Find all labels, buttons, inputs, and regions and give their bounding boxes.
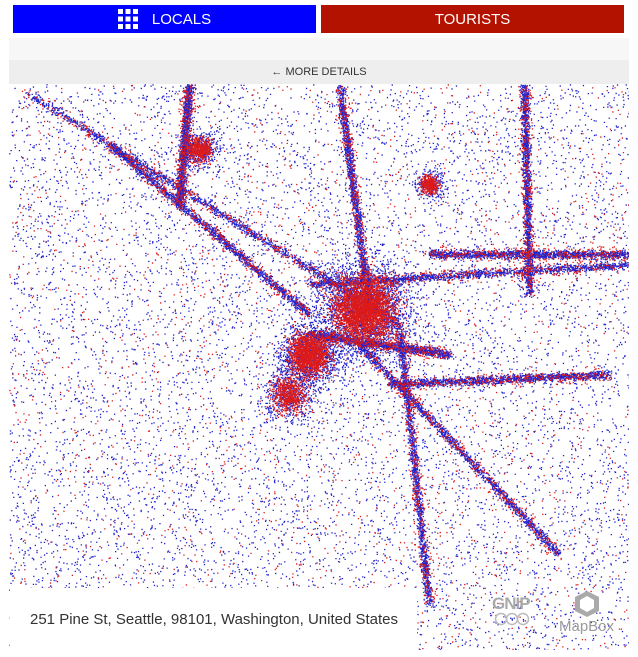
locals-label: LOCALS [151, 10, 212, 28]
spacer-strip [9, 38, 629, 60]
more-details-link[interactable]: ← MORE DETAILS [9, 60, 629, 84]
address-label: 251 Pine St, Seattle, 98101, Washington,… [10, 588, 417, 650]
locals-tab[interactable]: LOCALS [13, 5, 316, 33]
locals-dots [9, 84, 629, 650]
grid-icon [117, 9, 138, 29]
mapbox-logo: MapBox [559, 618, 615, 635]
dot-map [9, 84, 629, 650]
tourists-tab[interactable]: TOURISTS [321, 5, 624, 33]
mapbox-icon [575, 591, 599, 617]
tourists-label: TOURISTS [434, 10, 511, 28]
gnip-logo: GNIP [492, 594, 531, 613]
gnip-rings [494, 612, 530, 626]
